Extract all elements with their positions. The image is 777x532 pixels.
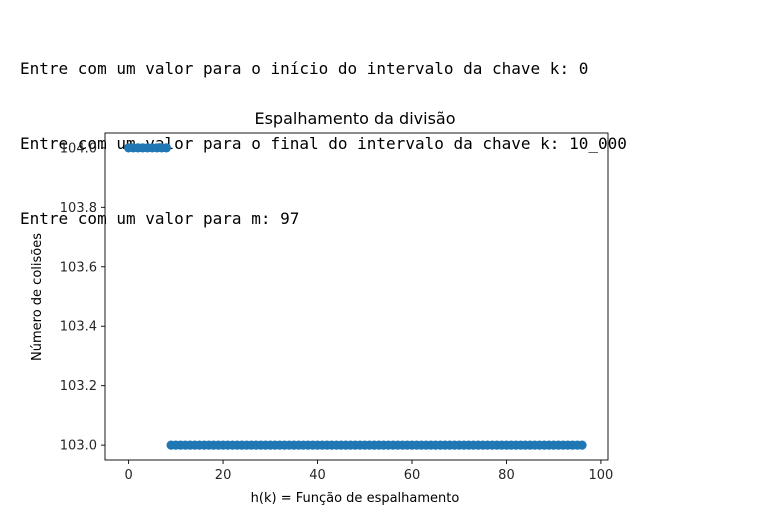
plot-frame [104, 132, 609, 461]
y-axis-label: Número de colisões [30, 233, 45, 361]
y-tick-label: 103.6 [60, 260, 97, 275]
y-tick-label: 103.2 [60, 379, 97, 394]
data-point [161, 143, 171, 153]
y-tick-label: 103.0 [60, 439, 97, 454]
x-tick-label: 80 [498, 468, 515, 483]
console-line-m: Entre com um valor para m: 97 [20, 209, 300, 228]
points-layer [124, 143, 587, 450]
x-tick-label: 40 [309, 468, 326, 483]
console-line-start: Entre com um valor para o início do inte… [20, 59, 589, 78]
console-output: Entre com um valor para o início do inte… [20, 6, 627, 256]
x-axis-label: h(k) = Função de espalhamento [251, 491, 460, 506]
console-line-end: Entre com um valor para o final do inter… [20, 134, 627, 153]
y-tick-label: 103.4 [60, 320, 97, 335]
y-tick-label: 104.0 [60, 141, 97, 156]
axes-layer: 0 20 40 60 80 100 103.0 103.2 103.4 103.6 103.8 104… [60, 132, 614, 483]
x-tick-label: 100 [589, 468, 614, 483]
x-tick-label: 0 [124, 468, 132, 483]
chart-title: Espalhamento da divisão [254, 109, 455, 128]
data-point [577, 440, 587, 450]
x-tick-label: 60 [404, 468, 421, 483]
x-tick-label: 20 [215, 468, 232, 483]
y-tick-label: 103.8 [60, 201, 97, 216]
